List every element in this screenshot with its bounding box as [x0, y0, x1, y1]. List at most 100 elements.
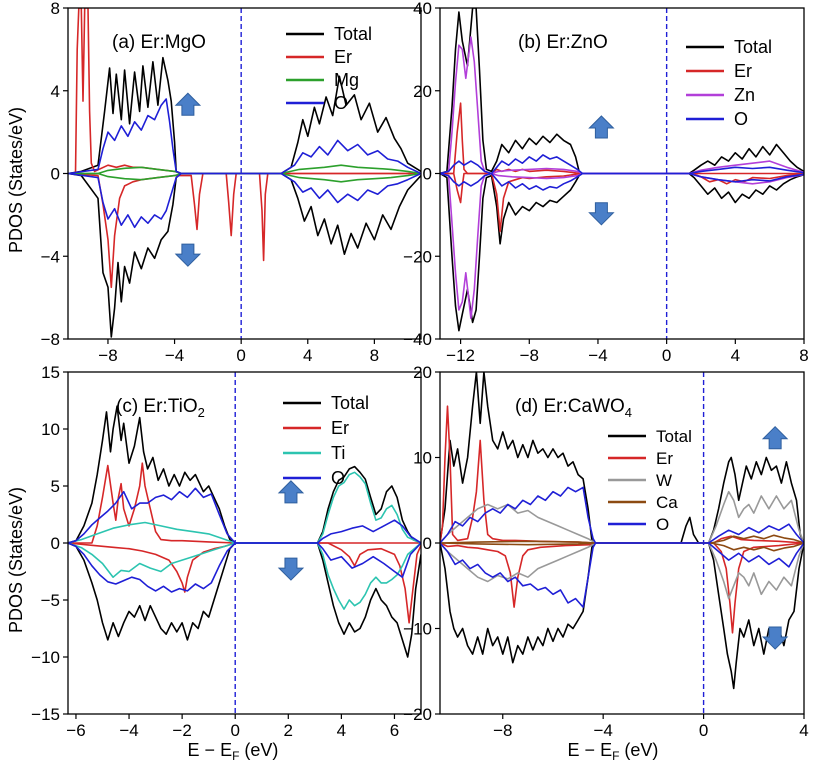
x-tick-label: 8 — [799, 346, 808, 365]
spin-up-arrow-icon — [761, 425, 789, 450]
x-tick-label: −4 — [119, 721, 138, 740]
series-mg-spin-down-line — [68, 172, 421, 183]
y-tick-label: −8 — [41, 330, 60, 349]
y-tick-label: −20 — [403, 247, 432, 266]
x-tick-label: 0 — [699, 721, 708, 740]
series-total-spin-down-line — [440, 542, 804, 690]
y-tick-label: −10 — [403, 620, 432, 639]
series-er-spin-down-line — [68, 172, 421, 289]
legend-label-o: O — [334, 93, 348, 113]
y-tick-label: 10 — [413, 449, 432, 468]
legend-label-o: O — [734, 109, 748, 129]
x-tick-label: 8 — [370, 346, 379, 365]
y-axis-label-bottom: PDOS (States/eV) — [6, 487, 26, 633]
legend: Total Er Ti O — [283, 393, 369, 488]
x-tick-label: 2 — [284, 721, 293, 740]
plot-area — [68, 405, 421, 658]
x-tick-label: −8 — [98, 346, 117, 365]
series-o-spin-down-line — [68, 542, 421, 593]
x-tick-label: 4 — [799, 721, 808, 740]
y-tick-label: −40 — [403, 330, 432, 349]
series-total-spin-down-line — [68, 172, 421, 338]
series-total-spin-down-line — [440, 172, 804, 332]
legend-label-er: Er — [656, 449, 673, 468]
y-axis-label-top: PDOS (States/eV) — [6, 107, 26, 253]
x-tick-label: 4 — [337, 721, 346, 740]
legend-label-o: O — [331, 468, 345, 488]
panel-title: (a) Er:MgO — [112, 32, 206, 53]
series-ca-spin-up-line — [440, 534, 804, 544]
series-o-spin-up-line — [68, 487, 421, 544]
spin-down-arrow-icon — [277, 557, 305, 581]
y-tick-label: 0 — [423, 534, 432, 553]
x-tick-label: 0 — [230, 721, 239, 740]
x-tick-label: −8 — [520, 346, 539, 365]
spin-up-arrow-icon — [174, 92, 202, 116]
series-total-spin-up-line — [440, 8, 804, 175]
x-tick-label: 4 — [303, 346, 312, 365]
panel-title: (d) Er:CaWO4 — [515, 396, 632, 420]
pdos-panel-3: −6 −4 −2 0 2 4 6 −15 −10 −5 0 5 10 15 (c) Er:TiO2 Total… — [31, 363, 422, 740]
y-tick-label: 15 — [41, 363, 60, 382]
legend-label-total: Total — [331, 393, 369, 413]
legend-label-zn: Zn — [734, 85, 755, 105]
series-total-spin-up-line — [440, 372, 804, 544]
x-tick-label: −4 — [593, 721, 612, 740]
series-ti-spin-up-line — [68, 471, 421, 544]
y-tick-label: 0 — [51, 165, 60, 184]
series-ti-spin-down-line — [68, 542, 421, 610]
series-er-spin-down-line — [440, 542, 804, 634]
series-o-spin-up-line — [440, 486, 804, 544]
y-tick-label: −4 — [41, 247, 60, 266]
legend: Total Er Zn O — [686, 37, 772, 129]
x-tick-label: 0 — [662, 346, 671, 365]
x-axis-label-right: E − EF (eV) — [568, 740, 659, 763]
series-w-spin-up-line — [440, 490, 804, 544]
panel-title: (b) Er:ZnO — [518, 32, 608, 53]
spin-down-arrow-icon — [174, 243, 202, 267]
x-tick-label: −2 — [172, 721, 191, 740]
plot-area — [440, 8, 804, 332]
legend-label-er: Er — [734, 61, 752, 81]
legend-label-total: Total — [734, 37, 772, 57]
legend-label-o: O — [656, 515, 669, 534]
legend-label-mg: Mg — [334, 70, 359, 90]
spin-up-arrow-icon — [588, 115, 615, 139]
y-tick-label: −5 — [41, 591, 60, 610]
y-tick-label: −20 — [403, 705, 432, 724]
series-er-spin-up-line — [440, 405, 804, 544]
x-axis-label-left: E − EF (eV) — [188, 740, 279, 763]
series-o-spin-down-line — [68, 172, 421, 229]
legend-label-total: Total — [656, 427, 692, 446]
legend-label-er: Er — [331, 418, 349, 438]
series-total-spin-down-line — [68, 542, 421, 658]
legend-label-w: W — [656, 471, 672, 490]
plot-area — [68, 8, 421, 338]
legend: Total Er W Ca O — [608, 427, 692, 534]
series-er-spin-up-line — [440, 102, 804, 175]
spin-down-arrow-icon — [588, 202, 615, 226]
x-tick-label: −12 — [446, 346, 475, 365]
y-tick-label: 20 — [413, 363, 432, 382]
spin-up-arrow-icon — [277, 480, 305, 504]
pdos-panel-1: −8 −4 0 4 8 −8 −4 0 4 8 (a) Er:MgO Total Er Mg O — [41, 0, 422, 365]
y-tick-label: −10 — [31, 648, 60, 667]
series-o-spin-down-line — [440, 172, 804, 191]
pdos-panel-4: −8 −4 0 4 −20 −10 0 10 20 (d) Er:CaWO4 Total Er W Ca O — [403, 363, 809, 740]
x-tick-label: 4 — [731, 346, 740, 365]
x-tick-label: 0 — [236, 346, 245, 365]
y-tick-label: 0 — [51, 534, 60, 553]
series-o-spin-down-line — [440, 542, 804, 608]
y-tick-label: 0 — [423, 165, 432, 184]
spin-down-arrow-icon — [761, 626, 789, 650]
series-total-spin-up-line — [68, 56, 421, 175]
y-tick-label: 4 — [51, 82, 60, 101]
x-tick-label: −6 — [66, 721, 85, 740]
x-tick-label: −4 — [588, 346, 607, 365]
series-zn-spin-up-line — [440, 36, 804, 175]
series-total-spin-up-line — [68, 405, 421, 544]
legend-label-total: Total — [334, 24, 372, 44]
y-tick-label: 20 — [413, 82, 432, 101]
legend-label-ti: Ti — [331, 443, 345, 463]
